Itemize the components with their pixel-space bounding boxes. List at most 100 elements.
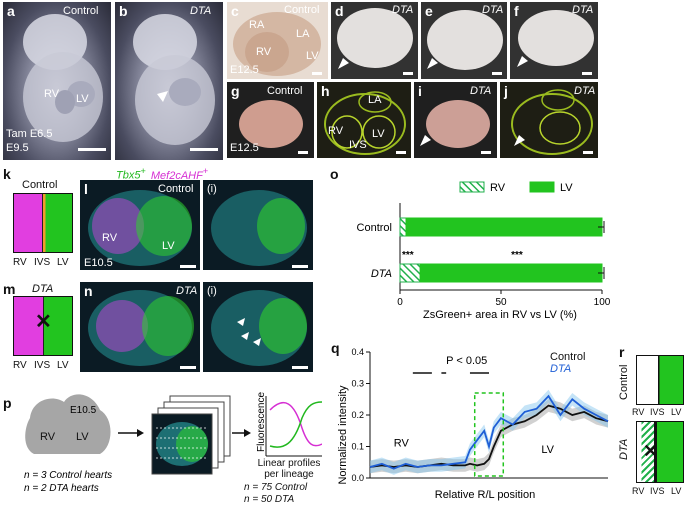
legend-label-lv: LV	[560, 182, 573, 194]
cross-icon: ✕	[643, 441, 659, 461]
scale-bar	[583, 151, 593, 154]
arrowhead-icon	[514, 135, 525, 146]
arrowhead-icon	[338, 58, 349, 69]
chart-q-ylabel: Normalized intensity	[337, 385, 349, 485]
scale-bar	[396, 151, 406, 154]
legend-swatch-rv	[459, 181, 485, 193]
panel-h-image	[317, 82, 411, 158]
panel-f-tag: DTA	[572, 4, 594, 16]
chart-o-xtick-label: 50	[495, 297, 507, 308]
p-stage: E10.5	[70, 405, 97, 416]
embryo-drawing	[23, 14, 103, 142]
panel-e-image	[421, 2, 507, 79]
chart-q-ytick-label: 0.1	[351, 442, 364, 452]
panel-c-ra: RA	[249, 19, 265, 31]
chart-o-significance-rv: ***	[402, 250, 414, 261]
chart-o-bar-lv	[405, 217, 603, 237]
chart-q-ytick-label: 0.4	[351, 347, 364, 357]
r-dta-box	[636, 421, 684, 483]
panel-l-rv: RV	[102, 232, 118, 244]
panel-m-ivs: IVS	[34, 360, 51, 371]
panel-b-image	[115, 2, 223, 160]
panel-a-stage: E9.5	[6, 142, 29, 154]
panel-a-tam: Tam E6.5	[6, 128, 53, 140]
panel-g-stage: E12.5	[230, 142, 259, 154]
r-ivs-1: IVS	[650, 407, 665, 417]
panel-l-sub-image	[203, 180, 313, 270]
panel-l-sub: (i)	[207, 183, 217, 195]
scale-bar	[403, 72, 413, 75]
panel-k-ivs: IVS	[34, 257, 51, 268]
legend-tbx5: Tbx5	[116, 169, 141, 182]
panel-l-lv: LV	[162, 240, 175, 252]
p-counts: n = 75 Control n = 50 DTA	[244, 482, 308, 505]
panel-label-b: b	[119, 3, 128, 19]
r-control-box	[636, 355, 684, 405]
panel-k-title: Control	[22, 179, 58, 191]
scale-bar	[298, 151, 308, 154]
panel-label-e: e	[425, 3, 433, 19]
panel-label-j: j	[504, 83, 508, 99]
panel-label-h: h	[321, 83, 330, 99]
chart-o-bar-rv	[399, 263, 421, 283]
panel-n-image	[80, 282, 200, 372]
p-n1: n = 3 Control hearts	[24, 470, 112, 481]
chart-o-xlabel: ZsGreen+ area in RV vs LV (%)	[423, 309, 577, 321]
panel-g-tag: Control	[267, 85, 303, 97]
legend-label-rv: RV	[490, 182, 506, 194]
panel-h-lv: LV	[372, 128, 385, 140]
arrowhead-icon	[157, 91, 168, 102]
scale-bar	[180, 265, 196, 268]
arrowhead-icon	[517, 56, 528, 67]
embryo-drawing	[133, 14, 215, 145]
panel-c-lv: LV	[306, 50, 319, 62]
arrowhead-icon	[420, 135, 431, 146]
chart-q-ytick-label: 0.2	[351, 410, 364, 420]
chart-o-category-label: DTA	[371, 268, 392, 280]
panel-b-tag: DTA	[190, 5, 212, 17]
panel-label-k: k	[3, 166, 11, 182]
panel-label-c: c	[231, 3, 239, 19]
panel-a-tag: Control	[63, 5, 99, 17]
r-ivs-2: IVS	[650, 486, 665, 496]
p-rv: RV	[40, 431, 56, 443]
r-lv-1: LV	[671, 407, 682, 417]
panel-label-r: r	[619, 344, 625, 360]
scale-bar	[190, 148, 218, 151]
panel-l-image	[80, 180, 200, 270]
panel-i-image	[414, 82, 497, 158]
panel-label-p: p	[3, 395, 12, 411]
panel-a-lv: LV	[76, 93, 89, 105]
chart-q-legend-control: Control	[550, 351, 585, 363]
panel-label-m: m	[3, 281, 16, 297]
panel-m-rv: RV	[13, 360, 27, 371]
chart-o-xtick-label: 0	[397, 297, 403, 308]
chart-o-bar-lv	[419, 263, 603, 283]
schematic-dta	[13, 296, 73, 356]
cross-icon: ✕	[35, 311, 52, 333]
panel-d-image	[331, 2, 418, 79]
panel-j-image	[500, 82, 598, 158]
panel-e-tag: DTA	[482, 4, 504, 16]
panel-label-q: q	[331, 340, 340, 356]
panel-label-n: n	[84, 283, 93, 299]
panel-n-sub: (i)	[207, 285, 217, 297]
chart-o-category-label: Control	[357, 222, 392, 234]
panel-c-stage: E12.5	[230, 64, 259, 76]
panel-n-tag: DTA	[176, 285, 198, 297]
schematic-control	[13, 193, 73, 253]
legend-swatch-lv	[529, 181, 555, 193]
panel-h-la: LA	[368, 94, 382, 106]
chart-q-region-lv: LV	[541, 444, 554, 456]
chart-o-legend: RV LV	[459, 181, 573, 194]
panel-m-title: DTA	[32, 283, 54, 295]
p-n2: n = 2 DTA hearts	[24, 483, 99, 494]
scale-bar	[481, 151, 491, 154]
scale-bar	[292, 265, 308, 268]
panel-c-rv: RV	[256, 46, 272, 58]
p-fluor-label: Fluorescence	[256, 392, 267, 452]
chart-q-ytick-label: 0.0	[351, 473, 364, 483]
panel-k-rv: RV	[13, 257, 27, 268]
panel-n-sub-image	[203, 282, 313, 372]
panel-c-image	[227, 2, 328, 79]
